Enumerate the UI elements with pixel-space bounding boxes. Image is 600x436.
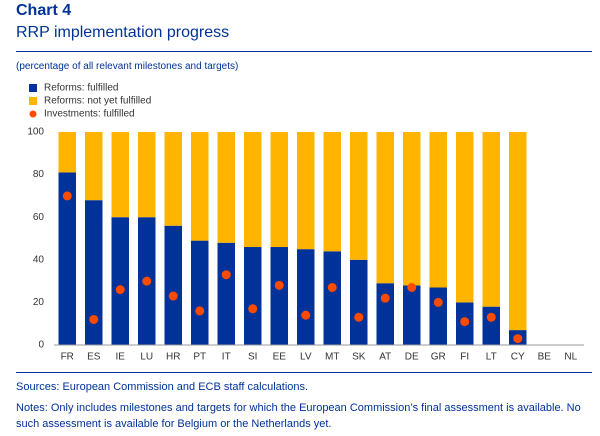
x-tick-label: AT xyxy=(379,352,391,363)
bar-segment xyxy=(376,283,394,345)
legend-marker xyxy=(29,97,37,105)
rule xyxy=(16,51,592,52)
x-tick-label: FR xyxy=(61,352,74,363)
investment-dot xyxy=(354,312,364,322)
x-tick-label: LV xyxy=(300,352,312,363)
x-tick-label: SK xyxy=(352,352,366,363)
bar-segment xyxy=(429,132,447,288)
legend-marker xyxy=(29,84,37,92)
legend-marker xyxy=(29,110,37,118)
x-tick-label: LT xyxy=(486,352,497,363)
investment-dot xyxy=(115,285,125,295)
x-tick-label: EE xyxy=(273,352,287,363)
bar-segment xyxy=(58,132,76,173)
bar-segment xyxy=(191,132,209,241)
chart: Reforms: fulfilled Reforms: not yet fulfi… xyxy=(27,83,584,363)
x-tick-label: FI xyxy=(460,352,469,363)
bar-segment xyxy=(244,247,262,345)
investment-dot xyxy=(407,282,417,292)
y-tick-label: 20 xyxy=(33,297,45,308)
investment-dot xyxy=(327,282,337,292)
x-tick-label: DE xyxy=(405,352,419,363)
x-tick-label: LU xyxy=(140,352,153,363)
bar-segment xyxy=(85,132,103,201)
legend-label: Investments: fulfilled xyxy=(44,109,135,120)
investment-dot xyxy=(274,280,284,290)
bar-segment xyxy=(323,132,341,252)
bar-segment xyxy=(111,132,129,218)
x-tick-label: ES xyxy=(87,352,101,363)
bar-segment xyxy=(297,132,315,250)
bar-segment xyxy=(270,132,288,248)
investment-dot xyxy=(221,270,231,280)
investment-dot xyxy=(380,293,390,303)
x-tick-label: IT xyxy=(222,352,231,363)
bar-segment xyxy=(350,132,368,260)
y-tick-label: 40 xyxy=(33,254,45,265)
bar-segment xyxy=(403,132,421,286)
investment-dot xyxy=(486,312,496,322)
bar-segment xyxy=(217,242,235,345)
investment-dot xyxy=(195,306,205,316)
rule xyxy=(16,372,592,373)
bar-segment xyxy=(244,132,262,248)
bar-segment xyxy=(138,132,156,218)
x-tick-label: IE xyxy=(116,352,126,363)
x-tick-label: PT xyxy=(193,352,206,363)
investment-dot xyxy=(513,334,523,344)
legend-label: Reforms: not yet fulfilled xyxy=(44,96,151,107)
sources: Sources: European Commission and ECB sta… xyxy=(16,381,309,393)
bar-segment xyxy=(323,251,341,345)
investment-dot xyxy=(89,314,99,324)
chart-title: Chart 4 xyxy=(16,2,72,19)
x-tick-label: CY xyxy=(511,352,525,363)
investment-dot xyxy=(142,276,152,286)
x-tick-label: HR xyxy=(166,352,180,363)
investment-dot xyxy=(168,291,178,301)
bar-segment xyxy=(403,285,421,345)
bar-segment xyxy=(164,132,182,226)
bar-segment xyxy=(111,217,129,345)
bar-segment xyxy=(429,287,447,345)
unit-label: (percentage of all relevant milestones a… xyxy=(16,61,239,72)
bar-segment xyxy=(217,132,235,243)
bar-segment xyxy=(350,259,368,345)
bar-segment xyxy=(164,225,182,345)
bar-segment xyxy=(58,172,76,345)
investment-dot xyxy=(62,191,72,201)
investment-dot xyxy=(248,304,258,314)
bar-segment xyxy=(482,132,500,307)
bar-segment xyxy=(509,132,527,331)
chart-subtitle: RRP implementation progress xyxy=(16,24,230,41)
bar-segment xyxy=(297,249,315,345)
y-tick-label: 80 xyxy=(33,169,45,180)
bar-segment xyxy=(85,200,103,345)
investment-dot xyxy=(301,310,311,320)
y-tick-label: 60 xyxy=(33,212,45,223)
investment-dot xyxy=(433,297,443,307)
y-tick-label: 0 xyxy=(38,340,44,351)
bar-segment xyxy=(191,240,209,345)
x-tick-label: BE xyxy=(538,352,552,363)
bar-segment xyxy=(270,247,288,345)
bar-segment xyxy=(456,132,474,303)
notes: Notes: Only includes milestones and targ… xyxy=(16,402,581,430)
bar-segment xyxy=(482,306,500,345)
y-tick-label: 100 xyxy=(27,127,44,138)
x-tick-label: GR xyxy=(431,352,446,363)
x-tick-label: SI xyxy=(248,352,257,363)
bar-segment xyxy=(376,132,394,284)
x-tick-label: NL xyxy=(564,352,577,363)
investment-dot xyxy=(460,317,470,327)
legend-label: Reforms: fulfilled xyxy=(44,83,118,94)
x-tick-label: MT xyxy=(325,352,339,363)
